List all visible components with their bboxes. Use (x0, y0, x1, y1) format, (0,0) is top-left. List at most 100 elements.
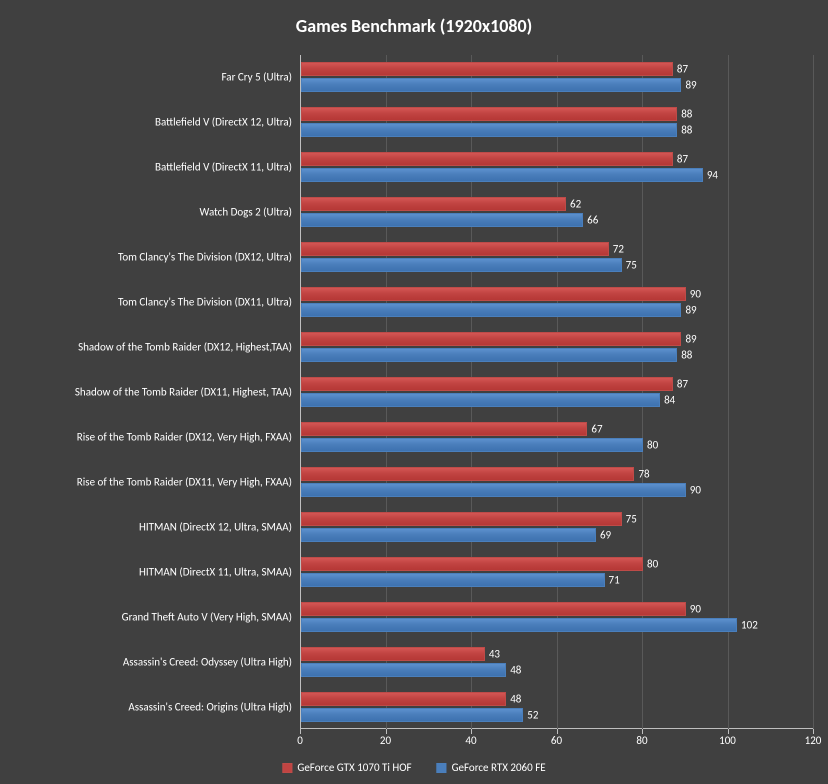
bar-value: 87 (677, 63, 688, 76)
x-tick-label: 60 (551, 734, 562, 747)
bar-value: 94 (707, 169, 718, 182)
bar-series-1: 75 (301, 258, 622, 272)
bar-value: 87 (677, 377, 688, 390)
bar-value: 80 (647, 557, 658, 570)
bar-series-1: 69 (301, 528, 596, 542)
bar-series-1: 71 (301, 573, 605, 587)
bar-series-0: 78 (301, 467, 634, 481)
category-group: Rise of the Tomb Raider (DX11, Very High… (300, 459, 813, 504)
bar-value: 88 (681, 124, 692, 137)
category-label: Shadow of the Tomb Raider (DX11, Highest… (2, 385, 292, 398)
category-label: Grand Theft Auto V (Very High, SMAA) (2, 610, 292, 623)
bar-series-0: 43 (301, 647, 485, 661)
grid-line (813, 55, 814, 729)
category-group: Battlefield V (DirectX 11, Ultra)8794 (300, 145, 813, 190)
category-group: Grand Theft Auto V (Very High, SMAA)9010… (300, 594, 813, 639)
bar-series-1: 48 (301, 663, 506, 677)
x-tick-label: 80 (636, 734, 647, 747)
legend-label-0: GeForce GTX 1070 Ti HOF (297, 761, 411, 774)
category-label: Shadow of the Tomb Raider (DX12, Highest… (2, 340, 292, 353)
category-label: Tom Clancy's The Division (DX11, Ultra) (2, 296, 292, 309)
plot-area: 020406080100120Far Cry 5 (Ultra)8789Batt… (300, 55, 813, 729)
bar-value: 90 (690, 483, 701, 496)
bar-value: 80 (647, 438, 658, 451)
category-group: Shadow of the Tomb Raider (DX11, Highest… (300, 370, 813, 415)
category-group: Assassin's Creed: Origins (Ultra High)48… (300, 684, 813, 729)
bar-value: 78 (638, 467, 649, 480)
bar-series-0: 80 (301, 557, 643, 571)
bar-value: 62 (570, 198, 581, 211)
category-label: Rise of the Tomb Raider (DX12, Very High… (2, 430, 292, 443)
bar-value: 102 (741, 618, 758, 631)
bar-value: 72 (613, 243, 624, 256)
bar-series-0: 48 (301, 692, 506, 706)
bar-series-0: 72 (301, 242, 609, 256)
category-group: Tom Clancy's The Division (DX12, Ultra)7… (300, 235, 813, 280)
bar-series-1: 66 (301, 213, 583, 227)
bar-value: 66 (587, 214, 598, 227)
category-label: Tom Clancy's The Division (DX12, Ultra) (2, 251, 292, 264)
x-tick-label: 40 (465, 734, 476, 747)
category-label: Assassin's Creed: Odyssey (Ultra High) (2, 655, 292, 668)
bar-series-1: 94 (301, 168, 703, 182)
bar-series-1: 88 (301, 348, 677, 362)
category-group: HITMAN (DirectX 11, Ultra, SMAA)8071 (300, 549, 813, 594)
bar-value: 75 (626, 512, 637, 525)
category-label: Battlefield V (DirectX 11, Ultra) (2, 161, 292, 174)
bar-series-0: 62 (301, 197, 566, 211)
legend-item-series-1: GeForce RTX 2060 FE (437, 761, 546, 774)
bar-value: 48 (510, 663, 521, 676)
bar-series-1: 84 (301, 393, 660, 407)
category-label: Far Cry 5 (Ultra) (2, 71, 292, 84)
bar-value: 90 (690, 288, 701, 301)
bar-series-0: 87 (301, 152, 673, 166)
category-label: HITMAN (DirectX 12, Ultra, SMAA) (2, 520, 292, 533)
bar-series-0: 87 (301, 62, 673, 76)
bar-series-1: 90 (301, 483, 686, 497)
legend-swatch-1 (437, 763, 447, 773)
bar-value: 88 (681, 349, 692, 362)
bar-series-0: 89 (301, 332, 681, 346)
category-group: HITMAN (DirectX 12, Ultra, SMAA)7569 (300, 504, 813, 549)
chart-container: Games Benchmark (1920x1080) 0 20 40 60 80 100… (0, 0, 828, 784)
category-group: Watch Dogs 2 (Ultra)6266 (300, 190, 813, 235)
bar-series-1: 52 (301, 708, 523, 722)
x-tick-label: 20 (380, 734, 391, 747)
category-group: Far Cry 5 (Ultra)8789 (300, 55, 813, 100)
category-label: Rise of the Tomb Raider (DX11, Very High… (2, 475, 292, 488)
category-group: Shadow of the Tomb Raider (DX12, Highest… (300, 325, 813, 370)
category-group: Battlefield V (DirectX 12, Ultra)8888 (300, 100, 813, 145)
legend-label-1: GeForce RTX 2060 FE (452, 761, 546, 774)
bar-value: 88 (681, 108, 692, 121)
bar-value: 89 (685, 333, 696, 346)
chart-title: Games Benchmark (1920x1080) (0, 0, 828, 45)
bar-value: 75 (626, 259, 637, 272)
bar-value: 89 (685, 79, 696, 92)
bar-value: 43 (489, 647, 500, 660)
bar-value: 48 (510, 692, 521, 705)
bar-value: 52 (527, 708, 538, 721)
category-label: Watch Dogs 2 (Ultra) (2, 206, 292, 219)
x-tick-label: 0 (297, 734, 303, 747)
bar-series-0: 67 (301, 422, 587, 436)
bar-series-1: 89 (301, 303, 681, 317)
legend: GeForce GTX 1070 Ti HOF GeForce RTX 2060… (282, 761, 545, 774)
bar-value: 87 (677, 153, 688, 166)
category-group: Rise of the Tomb Raider (DX12, Very High… (300, 414, 813, 459)
legend-item-series-0: GeForce GTX 1070 Ti HOF (282, 761, 411, 774)
bar-series-0: 87 (301, 377, 673, 391)
bar-series-1: 89 (301, 78, 681, 92)
x-tick-label: 100 (719, 734, 736, 747)
category-group: Tom Clancy's The Division (DX11, Ultra)9… (300, 280, 813, 325)
bar-value: 67 (591, 422, 602, 435)
bar-value: 89 (685, 304, 696, 317)
category-group: Assassin's Creed: Odyssey (Ultra High)43… (300, 639, 813, 684)
bar-value: 90 (690, 602, 701, 615)
bar-series-0: 75 (301, 512, 622, 526)
category-label: Assassin's Creed: Origins (Ultra High) (2, 700, 292, 713)
bar-series-0: 90 (301, 602, 686, 616)
bar-value: 71 (609, 573, 620, 586)
bar-value: 69 (600, 528, 611, 541)
category-label: Battlefield V (DirectX 12, Ultra) (2, 116, 292, 129)
legend-swatch-0 (282, 763, 292, 773)
